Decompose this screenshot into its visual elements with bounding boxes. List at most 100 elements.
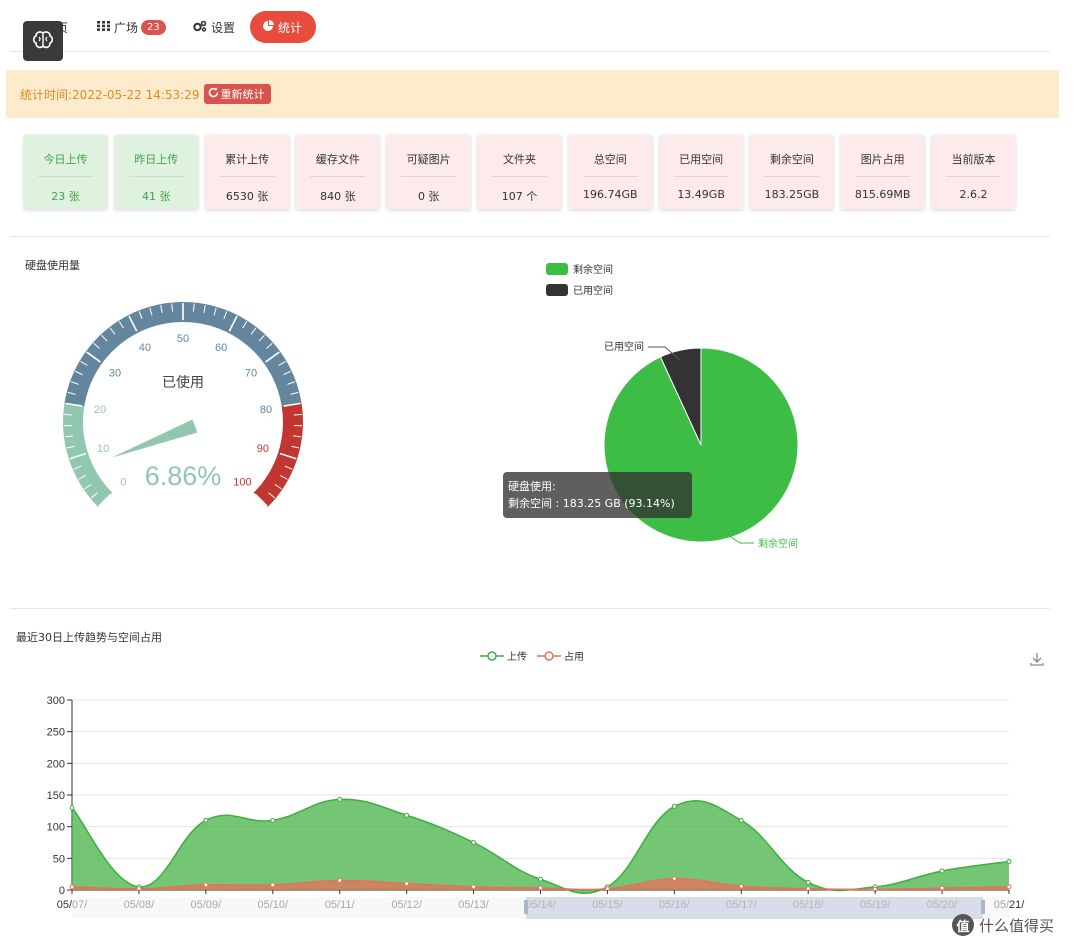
stat-card: 已用空间 13.49GB bbox=[659, 135, 743, 209]
data-zoom-handle-right[interactable] bbox=[981, 900, 985, 914]
stat-card-value: 6530 张 bbox=[225, 190, 269, 203]
series-point[interactable] bbox=[203, 817, 209, 823]
series-point[interactable] bbox=[738, 817, 744, 823]
gauge-tick bbox=[90, 492, 98, 499]
gauge-tick bbox=[258, 334, 265, 342]
series-point[interactable] bbox=[671, 876, 677, 882]
refresh-icon bbox=[208, 87, 219, 101]
gauge-tick bbox=[70, 381, 79, 385]
gauge-tick bbox=[171, 303, 174, 312]
series-point[interactable] bbox=[538, 885, 543, 891]
series-point[interactable] bbox=[1006, 884, 1012, 890]
series-point[interactable] bbox=[471, 884, 477, 890]
nav-divider bbox=[10, 51, 1050, 52]
pie-tooltip: 硬盘使用: 剩余空间 : 183.25 GB (93.14%) bbox=[503, 472, 692, 518]
tooltip-title: 硬盘使用: bbox=[508, 480, 556, 493]
nav-square[interactable]: 广场 23 bbox=[97, 16, 166, 38]
series-point[interactable] bbox=[69, 805, 75, 811]
section-divider bbox=[10, 608, 1050, 609]
gauge-tick bbox=[228, 315, 238, 332]
series-point[interactable] bbox=[69, 884, 75, 890]
pie-label-free: 剩余空间 bbox=[758, 537, 798, 550]
nav-square-label: 广场 bbox=[114, 20, 139, 35]
data-zoom-selection[interactable] bbox=[526, 897, 983, 919]
gauge-tick bbox=[242, 321, 248, 329]
series-point[interactable] bbox=[738, 883, 744, 889]
gauge-title: 硬盘使用量 bbox=[25, 259, 80, 272]
gauge-tick bbox=[84, 483, 92, 490]
legend-item-free[interactable]: 剩余空间 bbox=[546, 258, 613, 279]
series-point[interactable] bbox=[404, 812, 410, 818]
legend-item-usage[interactable]: 占用 bbox=[537, 648, 584, 663]
gauge-tick-label: 10 bbox=[97, 443, 109, 455]
stat-card-label: 累计上传 bbox=[225, 153, 270, 166]
gauge-tick bbox=[160, 305, 163, 314]
series-point[interactable] bbox=[337, 796, 343, 802]
stat-card-separator bbox=[219, 176, 275, 177]
gauge-tick bbox=[291, 445, 300, 449]
y-tick-label: 0 bbox=[59, 885, 65, 897]
gauge-tick-label: 40 bbox=[139, 342, 151, 354]
stat-card-label: 今日上传 bbox=[43, 153, 88, 166]
gauge-tick bbox=[73, 465, 82, 470]
gauge-tick bbox=[254, 493, 268, 507]
series-point[interactable] bbox=[805, 879, 811, 885]
gauge-tick bbox=[78, 475, 86, 480]
series-point[interactable] bbox=[1006, 859, 1012, 864]
data-zoom-handle-left[interactable] bbox=[524, 900, 528, 914]
series-point[interactable] bbox=[203, 882, 209, 888]
gauge-center-label: 已使用 bbox=[162, 374, 204, 391]
series-point[interactable] bbox=[270, 817, 276, 823]
stat-card-separator bbox=[855, 176, 911, 177]
stat-card-label: 已用空间 bbox=[679, 153, 724, 166]
series-point[interactable] bbox=[939, 868, 945, 874]
pie-label-line-free bbox=[727, 534, 754, 544]
pie-label-line-used bbox=[648, 346, 681, 361]
gears-icon bbox=[193, 20, 207, 35]
app-logo[interactable] bbox=[23, 21, 63, 61]
stat-card-value: 107 个 bbox=[501, 190, 538, 203]
series-point[interactable] bbox=[404, 881, 410, 887]
legend-upload-marker bbox=[480, 650, 504, 661]
series-point[interactable] bbox=[337, 878, 343, 883]
stat-card-label: 昨日上传 bbox=[134, 153, 179, 166]
gauge-value: 6.86% bbox=[145, 461, 222, 491]
nav-stats[interactable]: 统计 bbox=[250, 11, 317, 43]
stat-card-value: 183.25GB bbox=[764, 188, 820, 201]
gauge-tick-label: 100 bbox=[233, 476, 251, 488]
series-point[interactable] bbox=[538, 876, 543, 882]
gauge-tick bbox=[203, 305, 206, 314]
gauge-tick bbox=[138, 311, 143, 319]
gauge-tick bbox=[268, 492, 276, 499]
nav-settings[interactable]: 设置 bbox=[193, 16, 235, 38]
series-point[interactable] bbox=[939, 885, 945, 891]
y-tick-label: 100 bbox=[47, 822, 65, 834]
stat-card: 昨日上传 41 张 bbox=[114, 135, 198, 209]
gauge-tick bbox=[75, 370, 83, 376]
pie-slice[interactable] bbox=[659, 347, 702, 446]
gauge-tick bbox=[64, 414, 73, 416]
stat-card-separator bbox=[38, 176, 93, 177]
brain-icon bbox=[32, 30, 54, 52]
pie-chart-icon bbox=[262, 19, 274, 35]
y-tick-label: 50 bbox=[53, 853, 65, 865]
legend-item-used[interactable]: 已用空间 bbox=[546, 279, 613, 300]
download-icon bbox=[1030, 653, 1044, 666]
stat-card-separator bbox=[764, 176, 820, 177]
stat-card-label: 总空间 bbox=[593, 153, 627, 166]
stat-card-value: 2.6.2 bbox=[959, 188, 988, 201]
stat-card-label: 当前版本 bbox=[951, 153, 996, 166]
legend-item-upload[interactable]: 上传 bbox=[480, 648, 527, 663]
series-point[interactable] bbox=[270, 882, 276, 888]
gauge-tick bbox=[213, 307, 217, 316]
legend-usage-marker bbox=[537, 650, 561, 661]
gauge-tick bbox=[98, 493, 112, 507]
recount-button[interactable]: 重新统计 bbox=[203, 84, 271, 104]
series-area bbox=[72, 878, 1009, 890]
gauge-tick bbox=[287, 381, 296, 385]
download-button[interactable] bbox=[1029, 651, 1045, 670]
series-point[interactable] bbox=[471, 840, 477, 845]
series-point[interactable] bbox=[671, 803, 677, 809]
top-nav: 页 广场 23 设置 统计 bbox=[0, 0, 1080, 52]
